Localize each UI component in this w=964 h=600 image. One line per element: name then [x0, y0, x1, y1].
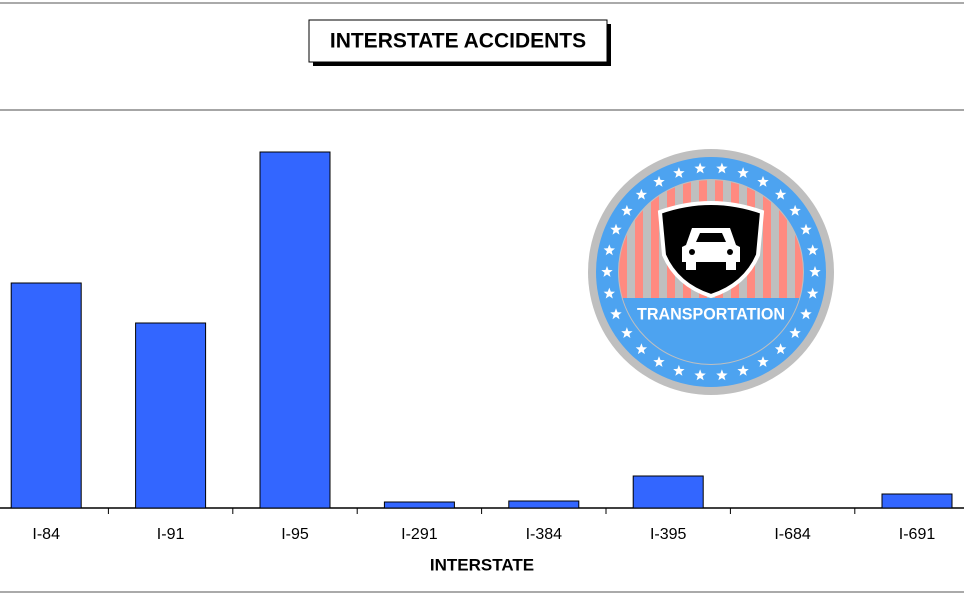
x-tick-label: I-384 [526, 526, 563, 543]
logo-star [800, 223, 812, 235]
logo-star [789, 204, 801, 216]
logo-star [635, 343, 648, 355]
logo-star [603, 287, 615, 299]
logo-star [653, 175, 665, 187]
logo-car-window [696, 233, 726, 242]
logo-text: TRANSPORTATION [637, 304, 785, 323]
logo-star [789, 327, 801, 338]
logo-star [757, 175, 769, 187]
chart-title: INTERSTATE ACCIDENTS [330, 30, 586, 53]
logo-star [621, 327, 633, 338]
logo-car-light [727, 249, 733, 255]
x-axis-title: INTERSTATE [430, 555, 534, 574]
logo-star [716, 369, 728, 381]
logo-star [694, 369, 706, 381]
x-tick-label: I-91 [157, 526, 185, 543]
logo-car-light [689, 249, 695, 255]
logo-car [682, 228, 740, 262]
logo-star [737, 364, 749, 376]
logo-star [653, 356, 665, 367]
bar [383, 501, 455, 509]
x-tick-label: I-691 [899, 526, 936, 543]
logo-star [807, 244, 819, 256]
logo-star [601, 266, 613, 277]
logo-car-wheel [726, 262, 736, 270]
title-box [308, 19, 608, 63]
logo-star [737, 167, 749, 178]
x-tick-label: I-291 [401, 526, 438, 543]
logo-star [800, 308, 812, 320]
logo-star [603, 244, 615, 256]
x-tick-label: I-395 [650, 526, 687, 543]
logo-star [774, 343, 787, 355]
logo-star [694, 162, 706, 174]
logo-star [716, 162, 728, 174]
x-tick-label: I-84 [32, 526, 60, 543]
logo-star [635, 188, 648, 200]
bar [632, 475, 704, 509]
logo-star [610, 308, 622, 320]
logo-stripe [763, 180, 771, 308]
bar [135, 322, 207, 509]
bar [508, 500, 580, 509]
logo-star [757, 356, 769, 367]
logo-stripe [635, 180, 643, 308]
logo-star [774, 188, 787, 200]
logo-star [807, 287, 819, 299]
logo-stripe [779, 180, 787, 308]
bar [10, 282, 82, 509]
logo-stripe [651, 180, 659, 308]
bar [881, 493, 953, 509]
bar [259, 151, 331, 509]
x-tick-label: I-95 [281, 526, 309, 543]
logo-star [673, 167, 685, 178]
logo-star [809, 266, 821, 277]
logo-star [610, 223, 622, 235]
logo-star [621, 204, 633, 216]
logo: TRANSPORTATION [588, 149, 834, 395]
x-tick-label: I-684 [774, 526, 811, 543]
logo-star [673, 364, 685, 376]
logo-car-wheel [686, 262, 696, 270]
